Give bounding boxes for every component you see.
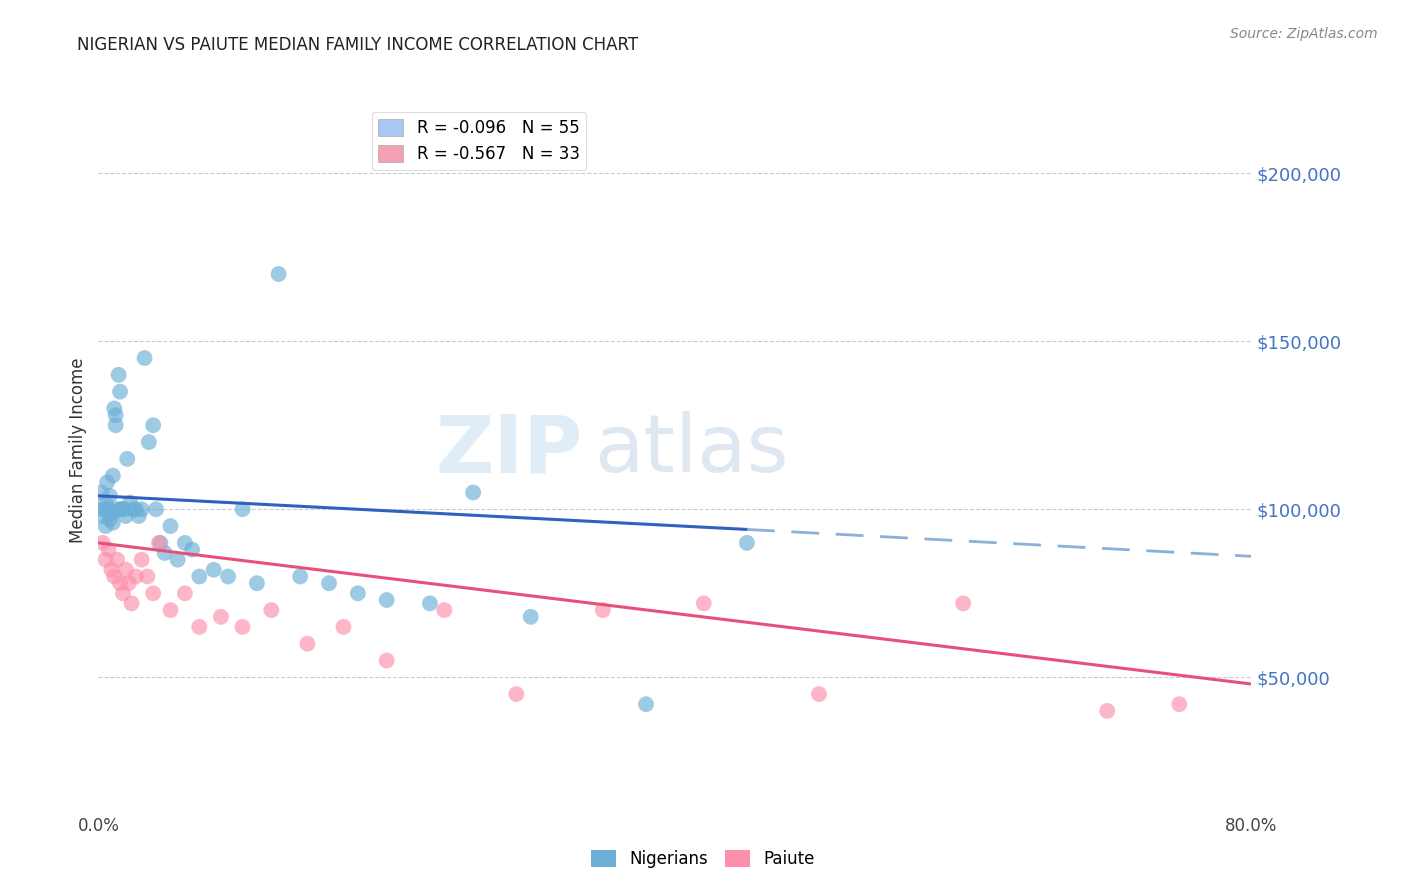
Point — [332, 620, 354, 634]
Point — [419, 596, 441, 610]
Point — [166, 552, 188, 566]
Point — [188, 620, 211, 634]
Point — [159, 603, 181, 617]
Point — [94, 519, 117, 533]
Point — [125, 569, 148, 583]
Point — [118, 576, 141, 591]
Point — [520, 609, 543, 624]
Point — [209, 609, 232, 624]
Point — [90, 485, 112, 500]
Point — [93, 502, 115, 516]
Point — [181, 542, 204, 557]
Point — [145, 502, 167, 516]
Point — [433, 603, 456, 617]
Legend: Nigerians, Paiute: Nigerians, Paiute — [585, 843, 821, 875]
Point — [505, 687, 527, 701]
Point — [461, 485, 484, 500]
Point — [97, 502, 120, 516]
Point — [636, 697, 658, 711]
Point — [693, 596, 716, 610]
Point — [153, 546, 176, 560]
Point — [101, 468, 124, 483]
Point — [108, 576, 131, 591]
Point — [101, 516, 124, 530]
Point — [375, 653, 398, 667]
Point — [120, 495, 142, 509]
Point — [297, 637, 319, 651]
Point — [1168, 697, 1191, 711]
Point — [103, 401, 125, 416]
Point — [1097, 704, 1119, 718]
Point — [94, 552, 117, 566]
Point — [231, 502, 254, 516]
Point — [138, 435, 160, 450]
Point — [121, 596, 143, 610]
Point — [110, 502, 132, 516]
Point — [105, 552, 128, 566]
Point — [98, 489, 121, 503]
Point — [100, 506, 122, 520]
Point — [111, 586, 134, 600]
Point — [125, 502, 148, 516]
Point — [174, 536, 197, 550]
Point — [952, 596, 974, 610]
Point — [112, 502, 135, 516]
Point — [94, 495, 117, 509]
Point — [290, 569, 312, 583]
Point — [104, 418, 127, 433]
Text: atlas: atlas — [595, 411, 789, 490]
Point — [128, 508, 150, 523]
Text: ZIP: ZIP — [436, 411, 582, 490]
Point — [103, 569, 125, 583]
Point — [148, 536, 170, 550]
Point — [97, 542, 120, 557]
Text: Source: ZipAtlas.com: Source: ZipAtlas.com — [1230, 27, 1378, 41]
Point — [202, 563, 225, 577]
Point — [267, 267, 290, 281]
Point — [98, 512, 121, 526]
Point — [105, 502, 128, 516]
Point — [100, 563, 122, 577]
Point — [108, 384, 131, 399]
Point — [808, 687, 831, 701]
Point — [91, 502, 114, 516]
Point — [346, 586, 368, 600]
Point — [104, 408, 127, 422]
Point — [149, 536, 172, 550]
Point — [142, 586, 165, 600]
Point — [231, 620, 254, 634]
Legend: R = -0.096   N = 55, R = -0.567   N = 33: R = -0.096 N = 55, R = -0.567 N = 33 — [371, 112, 586, 170]
Point — [108, 502, 131, 516]
Text: NIGERIAN VS PAIUTE MEDIAN FAMILY INCOME CORRELATION CHART: NIGERIAN VS PAIUTE MEDIAN FAMILY INCOME … — [77, 36, 638, 54]
Point — [246, 576, 269, 591]
Point — [142, 418, 165, 433]
Point — [136, 569, 159, 583]
Point — [131, 502, 153, 516]
Point — [122, 502, 145, 516]
Point — [735, 536, 758, 550]
Point — [91, 508, 114, 523]
Point — [134, 351, 156, 365]
Y-axis label: Median Family Income: Median Family Income — [69, 358, 87, 543]
Point — [159, 519, 181, 533]
Point — [174, 586, 197, 600]
Point — [114, 508, 136, 523]
Point — [188, 569, 211, 583]
Point — [131, 552, 153, 566]
Point — [96, 475, 118, 490]
Point — [117, 451, 139, 466]
Point — [111, 502, 134, 516]
Point — [318, 576, 340, 591]
Point — [107, 368, 129, 382]
Point — [91, 536, 114, 550]
Point — [375, 593, 398, 607]
Point — [217, 569, 239, 583]
Point — [592, 603, 614, 617]
Point — [260, 603, 283, 617]
Point — [114, 563, 136, 577]
